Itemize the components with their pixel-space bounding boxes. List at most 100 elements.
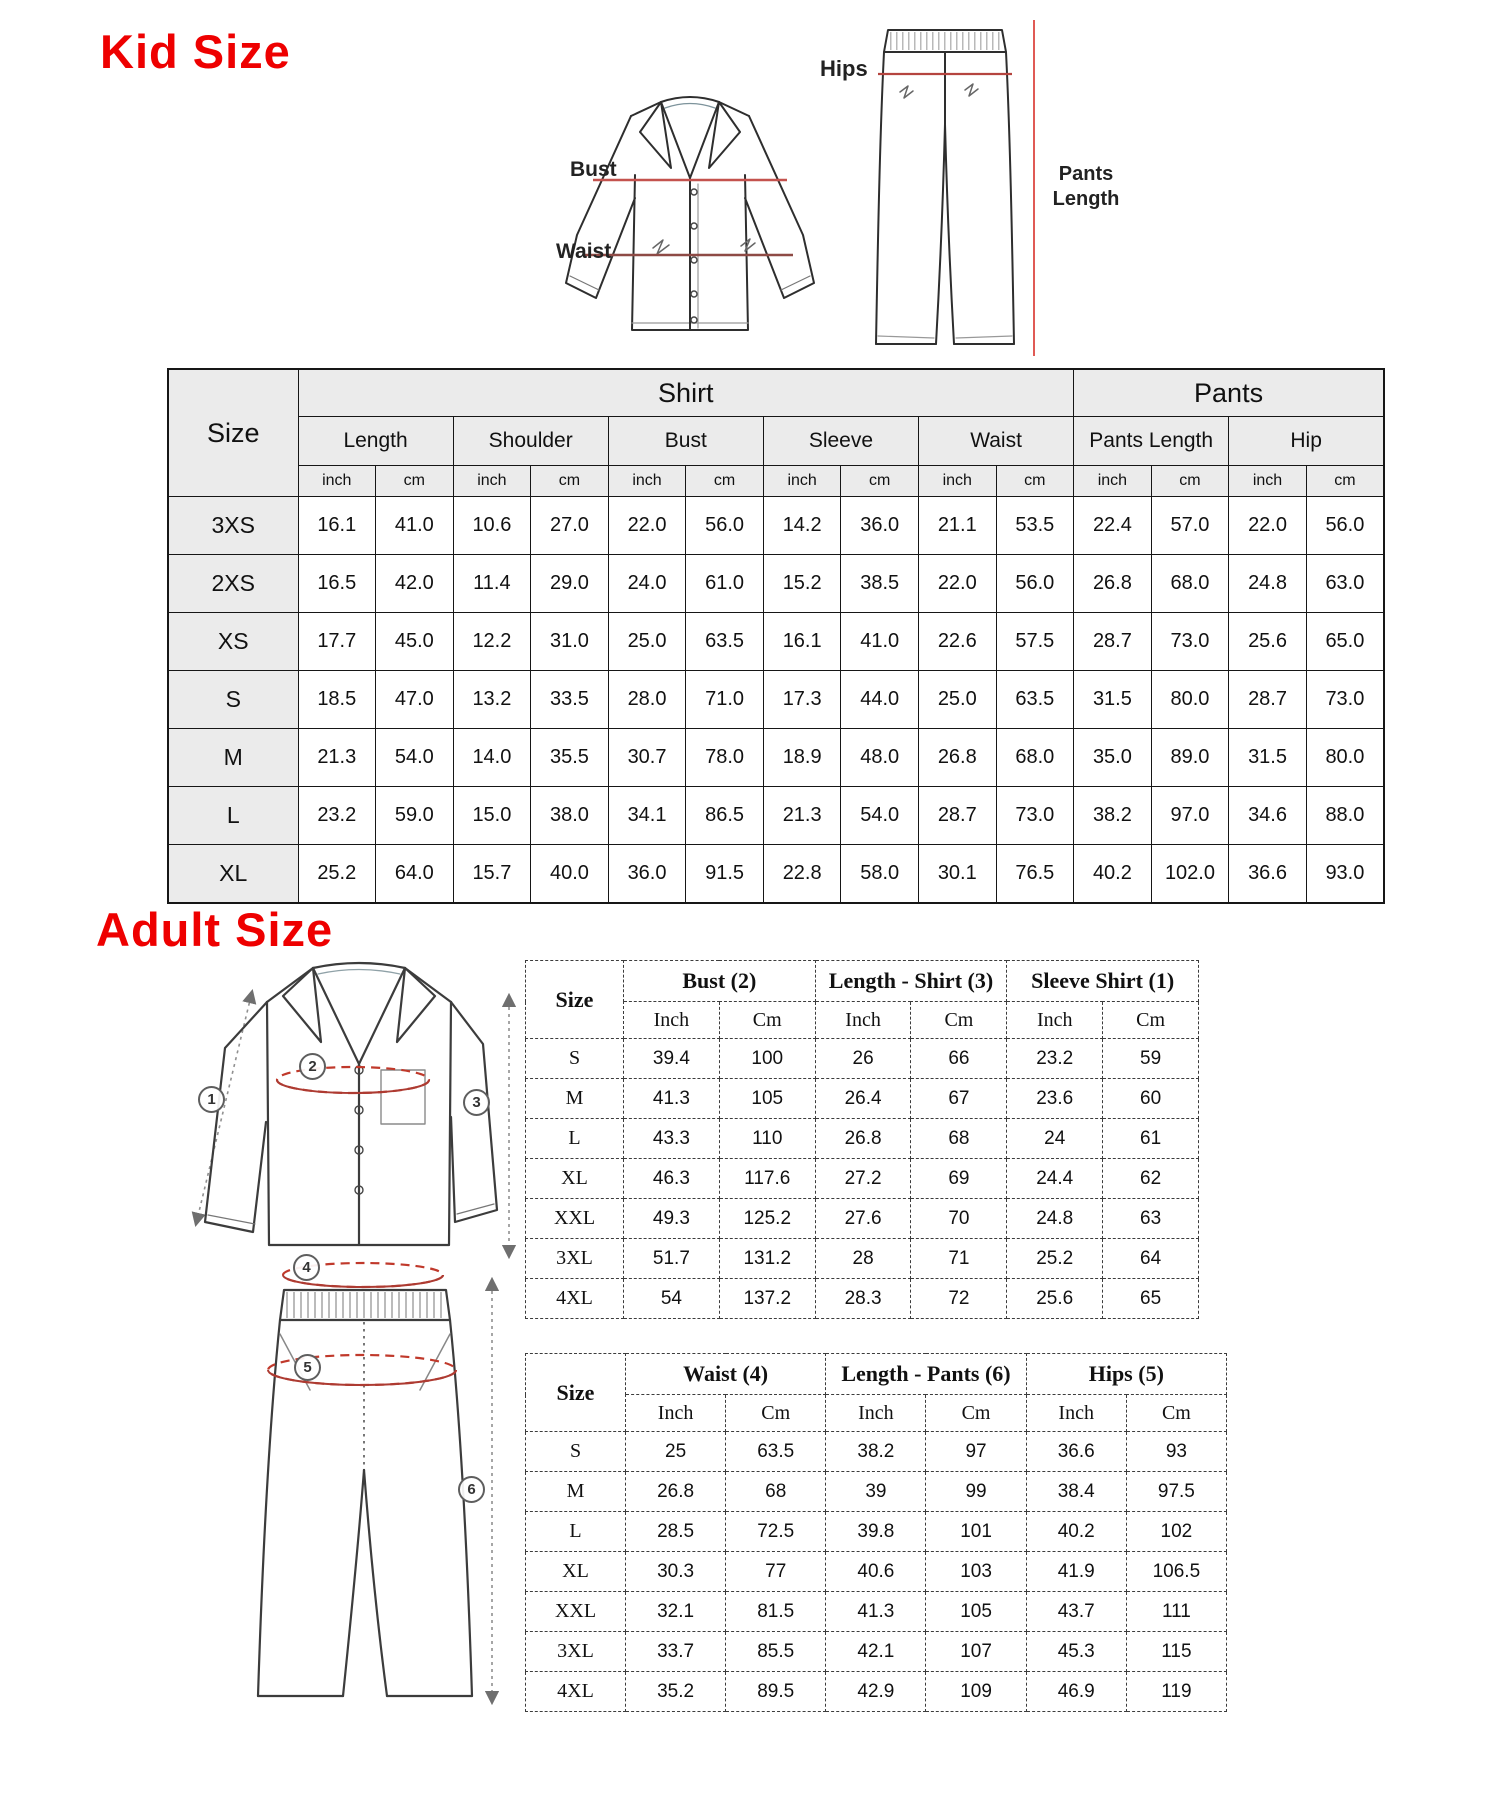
callout-1-sleeve: 1 (198, 1086, 225, 1113)
unit-header-cell: Inch (1006, 1001, 1104, 1039)
value-cell: 26 (814, 1038, 912, 1079)
unit-header-cell: inch (762, 465, 842, 497)
value-cell: 24.0 (607, 554, 687, 613)
value-cell: 64.0 (375, 844, 454, 903)
adult-shirt-row: L 43.3 110 26.8 68 24 61 (525, 1118, 1199, 1159)
value-cell: 35.0 (1073, 728, 1152, 787)
value-cell: 22.6 (918, 612, 997, 671)
value-cell: 11.4 (452, 554, 532, 613)
adult-pants-row: 3XL 33.7 85.5 42.1 107 45.3 115 (525, 1631, 1228, 1672)
value-cell: 65.0 (1305, 612, 1385, 671)
kid-table-group-row: Size Shirt Pants (167, 368, 1385, 497)
size-cell: 3XL (525, 1631, 626, 1672)
value-cell: 80.0 (1305, 728, 1385, 787)
unit-header-cell: cm (995, 465, 1075, 497)
value-cell: 66 (910, 1038, 1008, 1079)
adult-shirt-row: XL 46.3 117.6 27.2 69 24.4 62 (525, 1158, 1199, 1199)
value-cell: 109 (925, 1671, 1027, 1712)
unit-header-cell: Cm (718, 1001, 816, 1039)
column-header-cell: Shoulder (452, 416, 609, 466)
value-cell: 22.4 (1073, 496, 1152, 555)
value-cell: 36.6 (1025, 1431, 1127, 1472)
value-cell: 67 (910, 1078, 1008, 1119)
value-cell: 43.7 (1025, 1591, 1127, 1632)
value-cell: 26.8 (814, 1118, 912, 1159)
value-cell: 72.5 (725, 1511, 827, 1552)
value-cell: 106.5 (1125, 1551, 1228, 1592)
shirt-length-group-header: Length - Shirt (3) (814, 960, 1008, 1002)
value-cell: 28.7 (1228, 670, 1307, 729)
size-cell: XXL (525, 1591, 626, 1632)
adult-pants-row: 4XL 35.2 89.5 42.9 109 46.9 119 (525, 1671, 1228, 1712)
value-cell: 14.2 (762, 496, 842, 555)
adult-size-title: Adult Size (96, 903, 334, 956)
kid-pants-drawing (875, 20, 1035, 356)
hips-label: Hips (820, 56, 868, 81)
value-cell: 25.6 (1228, 612, 1307, 671)
size-header-cell: Size (525, 1353, 626, 1432)
value-cell: 35.5 (530, 728, 609, 787)
value-cell: 15.2 (762, 554, 842, 613)
unit-header-cell: inch (297, 465, 377, 497)
value-cell: 26.8 (1073, 554, 1152, 613)
value-cell: 63.5 (725, 1431, 827, 1472)
value-cell: 46.3 (623, 1158, 720, 1199)
adult-pants-row: XXL 32.1 81.5 41.3 105 43.7 111 (525, 1591, 1228, 1632)
value-cell: 71.0 (685, 670, 764, 729)
column-header-cell: Waist (917, 416, 1075, 466)
value-cell: 28.5 (624, 1511, 727, 1552)
unit-header-cell: inch (1073, 465, 1152, 497)
value-cell: 125.2 (718, 1198, 816, 1239)
unit-header-cell: Cm (1125, 1394, 1228, 1432)
value-cell: 56.0 (995, 554, 1075, 613)
value-cell: 41.3 (623, 1078, 720, 1119)
value-cell: 16.5 (297, 554, 377, 613)
size-cell: S (167, 670, 299, 729)
value-cell: 39 (825, 1471, 927, 1512)
value-cell: 38.2 (825, 1431, 927, 1472)
value-cell: 46.9 (1025, 1671, 1127, 1712)
value-cell: 61 (1102, 1118, 1199, 1159)
value-cell: 15.7 (452, 844, 532, 903)
sleeve-group-header: Sleeve Shirt (1) (1006, 960, 1199, 1002)
adult-pants-drawing (256, 1261, 500, 1706)
size-cell: 3XS (167, 496, 299, 555)
pants-group-header: Pants (1073, 368, 1385, 417)
value-cell: 89.0 (1150, 728, 1230, 787)
value-cell: 59.0 (375, 786, 454, 845)
value-cell: 26.8 (624, 1471, 727, 1512)
value-cell: 54.0 (840, 786, 919, 845)
value-cell: 101 (925, 1511, 1027, 1552)
unit-header-cell: cm (685, 465, 764, 497)
value-cell: 30.3 (624, 1551, 727, 1592)
value-cell: 102.0 (1150, 844, 1230, 903)
value-cell: 16.1 (762, 612, 842, 671)
column-header-cell: Sleeve (762, 416, 920, 466)
unit-header-cell: cm (840, 465, 919, 497)
kid-size-row: XS 17.7 45.0 12.2 31.0 25.0 63.5 16.1 41… (167, 612, 1385, 671)
value-cell: 63.0 (1305, 554, 1385, 613)
kid-size-row: 2XS 16.5 42.0 11.4 29.0 24.0 61.0 15.2 3… (167, 554, 1385, 613)
adult-pants-row: S 25 63.5 38.2 97 36.6 93 (525, 1431, 1228, 1472)
value-cell: 81.5 (725, 1591, 827, 1632)
value-cell: 97 (925, 1431, 1027, 1472)
size-cell: 2XS (167, 554, 299, 613)
value-cell: 62 (1102, 1158, 1199, 1199)
value-cell: 117.6 (718, 1158, 816, 1199)
value-cell: 15.0 (452, 786, 532, 845)
value-cell: 49.3 (623, 1198, 720, 1239)
adult-pants-row: L 28.5 72.5 39.8 101 40.2 102 (525, 1511, 1228, 1552)
value-cell: 25.2 (1006, 1238, 1104, 1279)
callout-6-pants-length: 6 (458, 1476, 485, 1503)
value-cell: 63.5 (685, 612, 764, 671)
unit-header-cell: inch (1228, 465, 1307, 497)
size-cell: XL (525, 1551, 626, 1592)
value-cell: 21.1 (918, 496, 997, 555)
value-cell: 27.2 (814, 1158, 912, 1199)
value-cell: 137.2 (718, 1278, 816, 1319)
size-cell: M (525, 1471, 626, 1512)
value-cell: 77 (725, 1551, 827, 1592)
value-cell: 28.0 (607, 670, 687, 729)
value-cell: 63 (1102, 1198, 1199, 1239)
